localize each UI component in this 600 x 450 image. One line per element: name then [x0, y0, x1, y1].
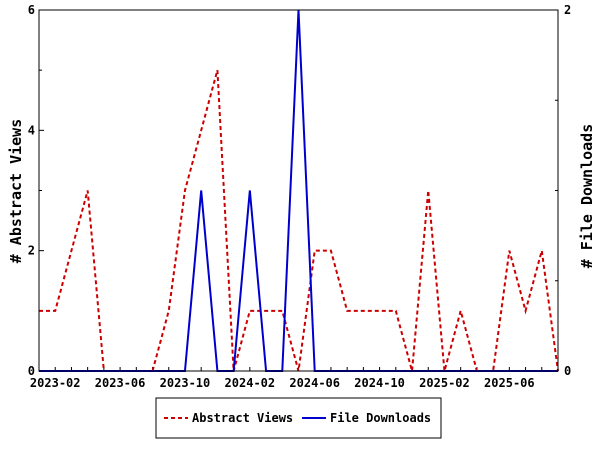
x-tick-label: 2025-06: [484, 376, 535, 390]
y-axis-title: # Abstract Views: [7, 119, 25, 264]
y2-axis-title: # File Downloads: [578, 124, 596, 269]
x-tick-label: 2025-02: [419, 376, 470, 390]
legend: Abstract Views File Downloads: [155, 397, 442, 439]
legend-label-file-downloads: File Downloads: [330, 411, 431, 425]
y-tick-label: 6: [28, 3, 35, 17]
series-line-file-downloads: [39, 9, 558, 372]
x-tick-label: 2023-02: [30, 376, 81, 390]
y-tick-label: 2: [28, 244, 35, 258]
x-tick-label: 2023-10: [160, 376, 211, 390]
y-tick-label: 4: [28, 123, 35, 137]
plot-frame: [38, 9, 559, 372]
x-tick-label: 2024-10: [354, 376, 405, 390]
y2-tick-label: 2: [564, 3, 571, 17]
x-tick-label: 2024-06: [289, 376, 340, 390]
legend-box: [155, 397, 442, 439]
y-tick-label: 0: [28, 364, 35, 378]
x-tick-label: 2023-06: [95, 376, 146, 390]
x-tick-label: 2024-02: [225, 376, 276, 390]
y2-tick-label: 0: [564, 364, 571, 378]
series-line-abstract-views: [39, 69, 559, 372]
legend-label-abstract-views: Abstract Views: [192, 411, 293, 425]
